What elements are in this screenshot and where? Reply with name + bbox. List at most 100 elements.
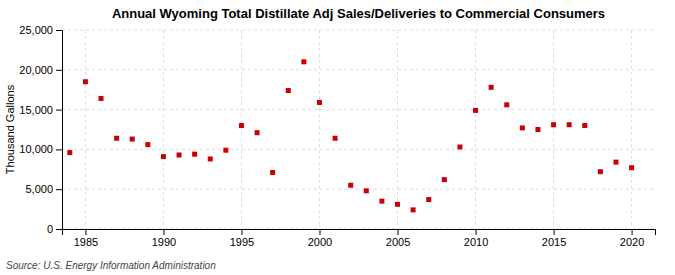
tick-mark <box>398 229 399 235</box>
point <box>598 169 603 174</box>
point <box>364 188 369 193</box>
grid <box>62 30 655 229</box>
tick: 1990 <box>152 229 176 248</box>
point <box>457 145 462 150</box>
tick: 2005 <box>386 229 410 248</box>
tick-mark <box>163 229 164 235</box>
tick: 15,000 <box>19 104 62 116</box>
grid-line <box>241 30 242 229</box>
point <box>130 137 135 142</box>
tick-label: 2005 <box>386 236 410 248</box>
tick-label: 15,000 <box>19 104 53 116</box>
tick-mark <box>476 229 477 235</box>
point <box>395 202 400 207</box>
title: Annual Wyoming Total Distillate Adj Sale… <box>112 6 605 21</box>
point <box>629 165 634 170</box>
tick-mark <box>85 229 86 235</box>
grid-line <box>553 30 554 229</box>
point <box>255 130 260 135</box>
point <box>223 148 228 153</box>
grid-line <box>62 149 655 150</box>
point <box>551 122 556 127</box>
point <box>333 136 338 141</box>
tick: 2015 <box>542 229 566 248</box>
y-axis: 0 5,000 10,000 15,000 20,000 25,000 <box>19 24 62 235</box>
tick-label: 1995 <box>230 236 254 248</box>
tick-mark <box>56 189 62 190</box>
tick-mark <box>319 229 320 235</box>
tick-mark <box>632 229 633 235</box>
grid-line <box>62 30 655 31</box>
point <box>567 122 572 127</box>
point <box>582 123 587 128</box>
tick-label: 25,000 <box>19 24 53 36</box>
point <box>613 160 618 165</box>
point <box>379 199 384 204</box>
tick-label: 20,000 <box>19 64 53 76</box>
tick-label: 0 <box>47 223 53 235</box>
point <box>426 197 431 202</box>
point <box>177 152 182 157</box>
tick-mark <box>56 229 62 230</box>
point <box>114 136 119 141</box>
tick-label: 5,000 <box>25 183 53 195</box>
axis-line <box>63 230 656 236</box>
source-note: Source: U.S. Energy Information Administ… <box>6 260 216 271</box>
point <box>489 85 494 90</box>
point <box>99 96 104 101</box>
plot: 1985 1990 1995 2000 2005 2010 2015 2020 0 5,000 10… <box>19 24 655 248</box>
point <box>411 207 416 212</box>
tick: 10,000 <box>19 143 62 155</box>
point <box>270 170 275 175</box>
tick: 20,000 <box>19 64 62 76</box>
tick-label: 10,000 <box>19 143 53 155</box>
tick: 0 <box>47 223 62 235</box>
point <box>442 177 447 182</box>
point <box>504 102 509 107</box>
grid-line <box>319 30 320 229</box>
x-axis: 1985 1990 1995 2000 2005 2010 2015 2020 <box>63 229 656 248</box>
tick: 2000 <box>308 229 332 248</box>
tick-label: 2020 <box>620 236 644 248</box>
point <box>473 108 478 113</box>
point <box>83 79 88 84</box>
tick-label: 2010 <box>464 236 488 248</box>
tick-label: 1985 <box>74 236 98 248</box>
tick: 1985 <box>74 229 98 248</box>
point <box>145 142 150 147</box>
marks <box>67 59 634 212</box>
point <box>535 127 540 132</box>
tick-mark <box>56 30 62 31</box>
point <box>67 150 72 155</box>
point <box>208 156 213 161</box>
grid-line <box>62 189 655 190</box>
tick: 2020 <box>620 229 644 248</box>
chart: 1985 1990 1995 2000 2005 2010 2015 2020 0 5,000 10… <box>0 0 675 275</box>
tick: 25,000 <box>19 24 62 36</box>
tick-mark <box>554 229 555 235</box>
grid-line <box>631 30 632 229</box>
grid-line <box>62 109 655 110</box>
point <box>161 154 166 159</box>
point <box>520 125 525 130</box>
tick: 5,000 <box>25 183 62 195</box>
grid-line <box>475 30 476 229</box>
tick: 2010 <box>464 229 488 248</box>
tick-mark <box>241 229 242 235</box>
tick-mark <box>56 70 62 71</box>
grid-line <box>163 30 164 229</box>
tick-label: 2000 <box>308 236 332 248</box>
point <box>192 152 197 157</box>
point <box>301 59 306 64</box>
point <box>286 88 291 93</box>
grid-line <box>62 69 655 70</box>
y-axis-title: Thousand Gallons <box>4 84 16 174</box>
point <box>317 100 322 105</box>
axis-line <box>56 31 63 230</box>
tick: 1995 <box>230 229 254 248</box>
tick-label: 1990 <box>152 236 176 248</box>
grid-line <box>397 30 398 229</box>
grid-line <box>85 30 86 229</box>
tick-label: 2015 <box>542 236 566 248</box>
point <box>239 123 244 128</box>
